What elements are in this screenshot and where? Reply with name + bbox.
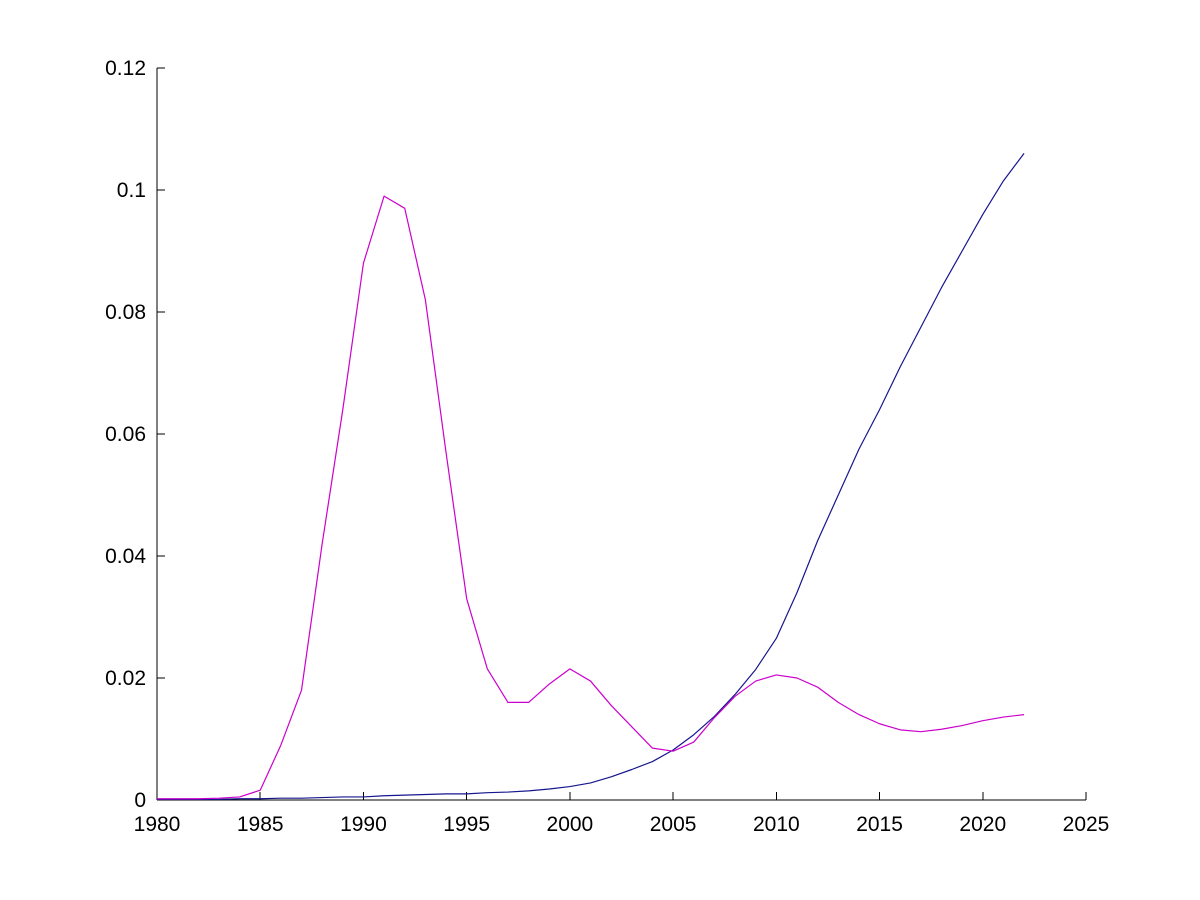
y-tick-label: 0.08 [105, 301, 146, 324]
y-tick-label: 0.1 [117, 179, 146, 202]
x-tick-label: 2005 [650, 813, 697, 836]
x-tick-label: 1985 [237, 813, 284, 836]
x-tick-label: 1990 [340, 813, 387, 836]
y-tick-label: 0.12 [105, 57, 146, 80]
x-tick-label: 2025 [1063, 813, 1110, 836]
x-tick-label: 2020 [959, 813, 1006, 836]
x-tick-label: 1995 [443, 813, 490, 836]
x-tick-label: 2015 [856, 813, 903, 836]
y-tick-label: 0.04 [105, 545, 146, 568]
blue-series-line [157, 153, 1025, 800]
y-tick-label: 0 [134, 789, 146, 812]
y-tick-label: 0.06 [105, 423, 146, 446]
y-tick-label: 0.02 [105, 667, 146, 690]
x-tick-label: 2000 [547, 813, 594, 836]
magenta-series-line [157, 195, 1025, 800]
x-tick-label: 2010 [753, 813, 800, 836]
x-tick-label: 1980 [134, 813, 181, 836]
